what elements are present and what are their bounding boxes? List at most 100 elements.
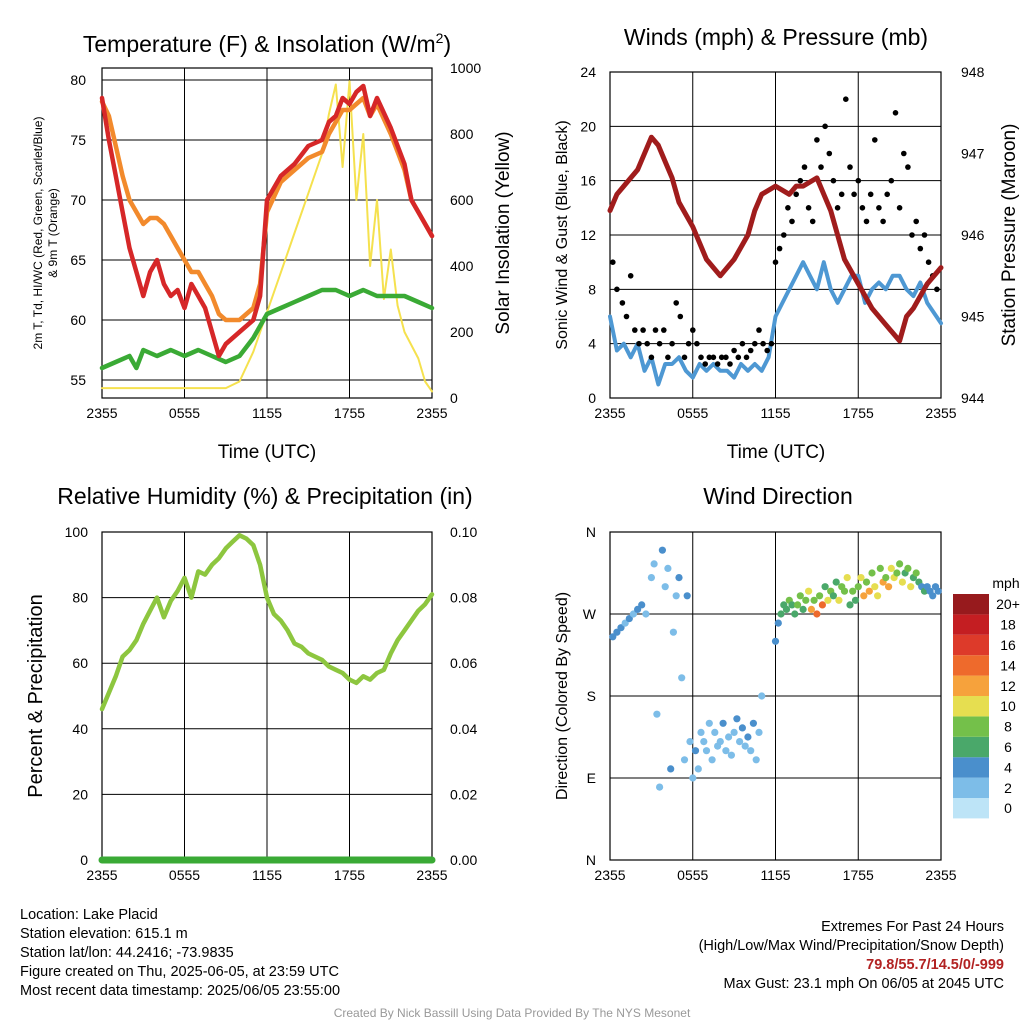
wind-direction-point bbox=[741, 742, 749, 750]
wdir-y-tick-label: N bbox=[586, 852, 596, 868]
gust-point bbox=[681, 354, 688, 361]
max-gust-text: Max Gust: 23.1 mph On 06/05 at 2045 UTC bbox=[723, 976, 1004, 992]
gust-point bbox=[632, 327, 638, 333]
wdir-legend-swatch bbox=[953, 614, 989, 635]
wdir-legend-swatch bbox=[953, 594, 989, 615]
wind-direction-point bbox=[629, 610, 638, 618]
wind-y-tick-label: 24 bbox=[580, 64, 596, 80]
gust-point bbox=[905, 164, 911, 170]
temp-series-temp_2m bbox=[99, 83, 435, 359]
gust-point bbox=[768, 340, 775, 347]
wind-direction-point bbox=[782, 605, 791, 614]
wind-y-tick-label: 0 bbox=[588, 390, 596, 406]
wind-direction-point bbox=[777, 610, 785, 618]
wind-direction-point bbox=[736, 738, 744, 746]
gust-point bbox=[644, 340, 650, 347]
wind-direction-point bbox=[868, 569, 876, 577]
wdir-legend-swatch bbox=[953, 777, 989, 798]
gust-point bbox=[859, 205, 866, 211]
wind-direction-point bbox=[653, 710, 661, 718]
wdir-legend-label: 14 bbox=[1000, 657, 1016, 673]
wdir-legend-swatch bbox=[953, 757, 989, 778]
gust-point bbox=[917, 245, 924, 252]
gust-point bbox=[636, 340, 642, 347]
rh-y2-tick-label: 0.06 bbox=[450, 655, 477, 671]
wind-direction-point bbox=[854, 583, 862, 591]
wind-direction-point bbox=[862, 578, 871, 586]
wind-direction-point bbox=[835, 596, 843, 604]
rh-y-tick-label: 80 bbox=[72, 590, 88, 606]
wind-direction-point bbox=[705, 719, 713, 727]
wind-direction-point bbox=[647, 574, 656, 582]
rh-y2-tick-label: 0.10 bbox=[450, 524, 477, 540]
rh-y-tick-label: 60 bbox=[72, 655, 88, 671]
wind-direction-point bbox=[791, 610, 799, 618]
gust-point bbox=[805, 205, 812, 211]
wind-direction-point bbox=[625, 615, 633, 623]
wdir-legend-swatch bbox=[953, 696, 989, 717]
gust-point bbox=[826, 150, 833, 157]
temp-y-axis-title-line2: & 9m T (Orange) bbox=[46, 188, 60, 278]
wdir-legend-swatch bbox=[953, 675, 989, 696]
gust-point bbox=[776, 245, 783, 252]
wind-y-tick-label: 4 bbox=[588, 336, 596, 352]
temp-y-tick-label: 75 bbox=[70, 132, 86, 148]
rh-y-tick-label: 0 bbox=[80, 852, 88, 868]
gust-point bbox=[656, 340, 663, 347]
gust-point bbox=[809, 218, 816, 225]
wind-direction-point bbox=[702, 747, 711, 755]
wind-x-tick-label: 0555 bbox=[677, 405, 708, 421]
gust-point bbox=[735, 354, 742, 361]
wind-direction-point bbox=[738, 724, 747, 732]
wdir-y-axis-title: Direction (Colored By Speed) bbox=[554, 592, 571, 800]
gust-point bbox=[714, 361, 721, 367]
temp-x-tick-label: 0555 bbox=[169, 405, 200, 421]
wdir-legend-swatch bbox=[953, 655, 989, 676]
gust-point bbox=[892, 110, 899, 116]
rh-x-tick-label: 1755 bbox=[334, 867, 365, 883]
wind-direction-point bbox=[700, 738, 708, 746]
gust-point bbox=[619, 300, 626, 306]
wdir-legend-swatch bbox=[953, 798, 989, 819]
wind-direction-point bbox=[617, 624, 625, 632]
wind-direction-point bbox=[744, 733, 752, 741]
wind-x-tick-label: 2355 bbox=[594, 405, 625, 421]
gust-point bbox=[830, 177, 837, 184]
credit-text: Created By Nick Bassill Using Data Provi… bbox=[333, 1006, 691, 1020]
wind-direction-point bbox=[882, 574, 890, 582]
gust-point bbox=[610, 259, 616, 266]
wind-direction-point bbox=[813, 610, 821, 618]
gust-point bbox=[665, 354, 671, 361]
wind-series-pressure bbox=[607, 134, 944, 344]
rh-y-tick-label: 40 bbox=[72, 721, 88, 737]
rh-x-tick-label: 2355 bbox=[416, 867, 447, 883]
gust-point bbox=[921, 232, 928, 238]
gust-point bbox=[747, 347, 754, 354]
extremes-info: Extremes For Past 24 Hours (High/Low/Max… bbox=[699, 918, 1004, 994]
wind-direction-point bbox=[807, 605, 816, 614]
temp-y2-tick-label: 1000 bbox=[450, 60, 481, 76]
wdir-legend-label: 0 bbox=[1004, 800, 1012, 816]
wind-direction-point bbox=[816, 592, 824, 600]
wind-direction-point bbox=[832, 578, 840, 586]
wind-direction-point bbox=[934, 587, 942, 595]
wind-direction-point bbox=[680, 756, 689, 764]
wind-y2-axis-title: Station Pressure (Maroon) bbox=[999, 124, 1020, 347]
wind-y-tick-label: 20 bbox=[580, 118, 596, 134]
gust-point bbox=[925, 259, 932, 266]
wind-direction-point bbox=[802, 596, 810, 604]
wind-direction-point bbox=[929, 592, 937, 600]
wind-y2-tick-label: 947 bbox=[961, 146, 985, 162]
gust-point bbox=[772, 259, 779, 266]
wind-direction-point bbox=[799, 605, 807, 614]
gust-point bbox=[640, 327, 646, 333]
wind-direction-point bbox=[887, 564, 895, 573]
gust-point bbox=[743, 354, 750, 361]
wind-y2-tick-label: 946 bbox=[961, 227, 985, 243]
wind-direction-point bbox=[656, 783, 664, 791]
gust-point bbox=[706, 354, 713, 361]
temp-y2-tick-label: 400 bbox=[450, 258, 474, 274]
wind-direction-point bbox=[733, 715, 741, 723]
wind-direction-point bbox=[664, 564, 672, 573]
wind-direction-point bbox=[691, 747, 700, 755]
